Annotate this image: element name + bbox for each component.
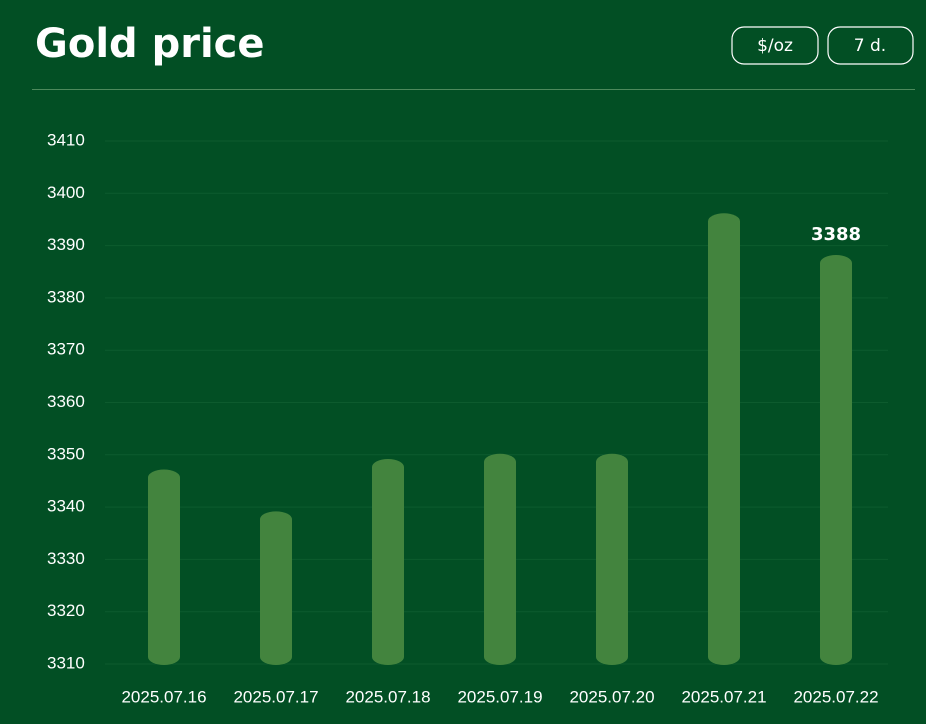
period-button-frame[interactable] xyxy=(827,26,914,65)
y-tick-label: 3330 xyxy=(47,549,85,568)
bar xyxy=(372,459,404,665)
unit-button[interactable]: $/oz xyxy=(731,26,819,65)
y-tick-label: 3380 xyxy=(47,287,85,306)
x-tick-label: 2025.07.21 xyxy=(681,687,766,706)
x-tick-label: 2025.07.22 xyxy=(793,687,878,706)
chart-title: Gold price xyxy=(35,21,265,67)
bar xyxy=(260,511,292,665)
bar xyxy=(484,453,516,665)
x-tick-label: 2025.07.17 xyxy=(233,687,318,706)
y-tick-label: 3360 xyxy=(47,392,85,411)
y-tick-label: 3390 xyxy=(47,235,85,254)
bar xyxy=(820,255,852,665)
y-tick-label: 3350 xyxy=(47,444,85,463)
period-button-label[interactable]: 7 d. xyxy=(854,36,886,56)
y-tick-label: 3370 xyxy=(47,340,85,359)
x-tick-label: 2025.07.18 xyxy=(345,687,430,706)
bar xyxy=(148,469,180,665)
unit-button-label[interactable]: $/oz xyxy=(757,36,793,56)
x-tick-label: 2025.07.19 xyxy=(457,687,542,706)
y-tick-label: 3310 xyxy=(47,653,85,672)
x-tick-label: 2025.07.20 xyxy=(569,687,654,706)
y-tick-label: 3410 xyxy=(47,130,85,149)
data-label: 3388 xyxy=(811,224,861,245)
unit-button-frame[interactable] xyxy=(731,26,819,65)
x-tick-label: 2025.07.16 xyxy=(121,687,206,706)
bar xyxy=(708,213,740,665)
bar xyxy=(596,453,628,665)
period-button[interactable]: 7 d. xyxy=(827,26,914,65)
y-tick-label: 3400 xyxy=(47,183,85,202)
y-tick-label: 3320 xyxy=(47,601,85,620)
y-tick-label: 3340 xyxy=(47,497,85,516)
